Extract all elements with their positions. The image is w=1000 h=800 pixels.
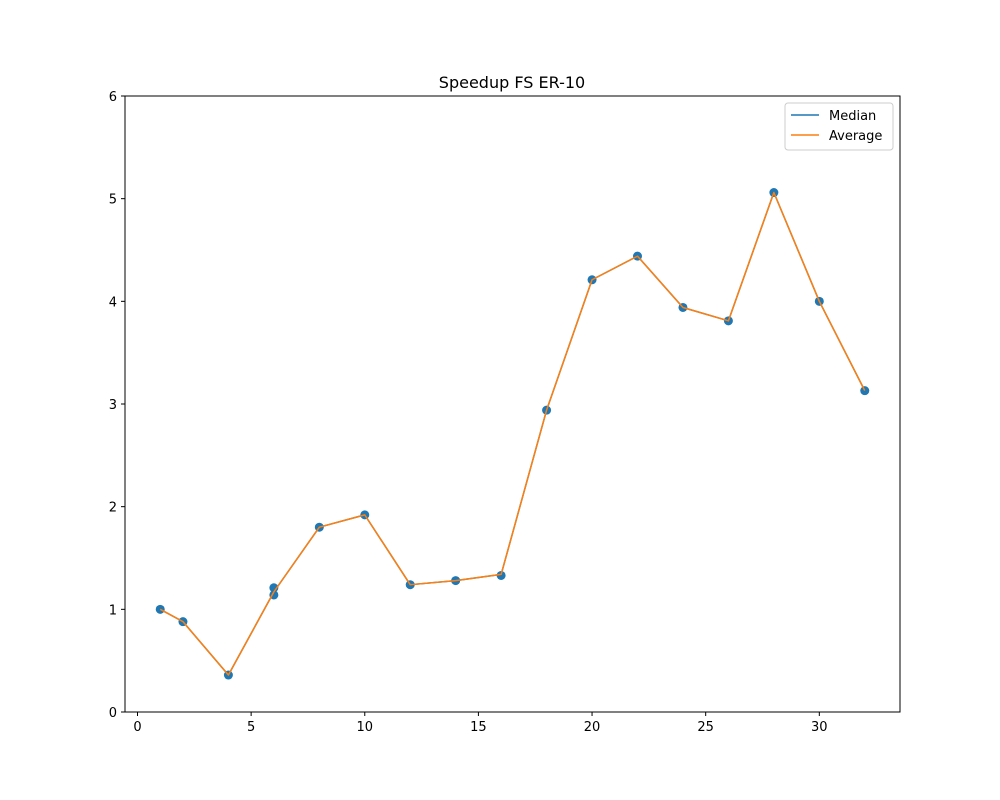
y-tick-label: 4 bbox=[109, 295, 117, 310]
plot-frame bbox=[124, 95, 901, 713]
y-tick-label: 5 bbox=[109, 193, 117, 208]
series-line-median bbox=[159, 191, 866, 676]
y-tick-label: 1 bbox=[109, 603, 117, 618]
y-tick-label: 0 bbox=[109, 706, 117, 721]
data-point bbox=[155, 604, 165, 614]
plot-area: 0 5 10 15 20 25 30 0 1 2 3 4 5 6 bbox=[109, 90, 870, 735]
x-tick-label: 30 bbox=[811, 720, 828, 735]
data-point bbox=[269, 583, 279, 593]
legend: Median Average bbox=[784, 102, 894, 151]
series-line-average bbox=[159, 191, 866, 676]
legend-label-median: Median bbox=[829, 109, 876, 124]
data-point bbox=[860, 386, 870, 396]
x-tick-label: 20 bbox=[584, 720, 601, 735]
x-tick-label: 15 bbox=[470, 720, 487, 735]
legend-label-average: Average bbox=[829, 129, 882, 144]
y-tick-label: 3 bbox=[109, 398, 117, 413]
chart-title: Speedup FS ER-10 bbox=[439, 73, 585, 92]
x-tick-label: 5 bbox=[247, 720, 255, 735]
x-tick-label: 25 bbox=[697, 720, 714, 735]
y-tick-label: 6 bbox=[109, 90, 117, 105]
y-tick-label: 2 bbox=[109, 501, 117, 516]
data-point bbox=[496, 570, 506, 580]
x-tick-label: 0 bbox=[133, 720, 141, 735]
x-tick-label: 10 bbox=[356, 720, 373, 735]
